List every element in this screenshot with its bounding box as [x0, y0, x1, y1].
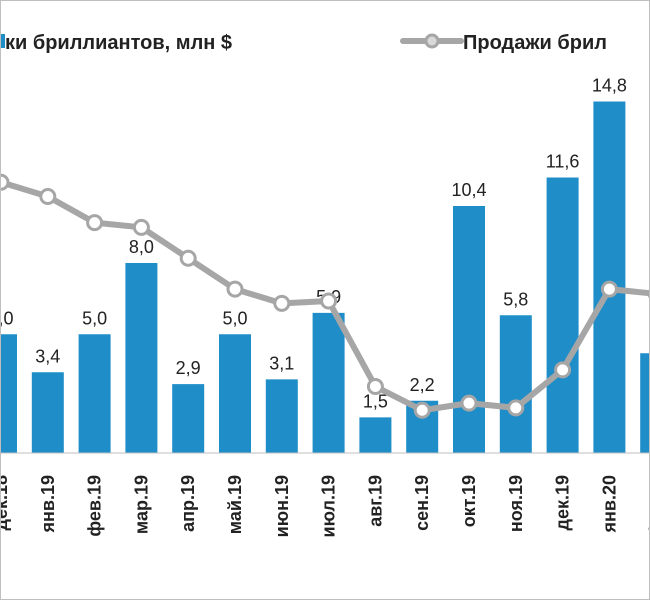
- line-series: [1, 173, 649, 419]
- x-tick-label: сен.19: [412, 475, 432, 531]
- x-tick-label: июн.19: [272, 475, 292, 537]
- bar-value-label: 5,8: [503, 289, 528, 309]
- line-point: [460, 394, 478, 412]
- bar: [172, 384, 205, 453]
- bar-value-labels: 5,03,45,08,02,95,03,15,91,52,210,45,811,…: [1, 76, 627, 412]
- x-tick-label: фев.20: [646, 475, 649, 537]
- x-tick-label: янв.19: [38, 475, 58, 533]
- x-tick-label: ноя.19: [506, 475, 526, 532]
- bar-value-label: 11,6: [546, 152, 580, 172]
- bar-value-label: 8,0: [129, 237, 154, 257]
- bar: [453, 206, 485, 453]
- bar-value-label: 5,0: [1, 308, 14, 328]
- legend-line-marker: [424, 33, 440, 49]
- bar: [125, 263, 158, 453]
- bar: [312, 312, 345, 453]
- x-tick-label: апр.19: [178, 475, 198, 532]
- x-tick-label: фев.19: [85, 475, 105, 537]
- line-point: [1, 173, 10, 191]
- line-point: [507, 399, 525, 417]
- bar-value-label: 5,0: [222, 308, 247, 328]
- bar: [546, 177, 579, 453]
- legend-bar-swatch: [1, 34, 5, 48]
- legend: ки бриллиантов, млн $ Продажи брил: [1, 32, 607, 54]
- bar-value-label: 14,8: [592, 76, 627, 96]
- x-tick-label: дек.19: [553, 475, 573, 530]
- bar-value-label: 3,1: [269, 353, 294, 373]
- x-tick-label: дек.18: [1, 475, 11, 530]
- x-tick-label: июл.19: [319, 475, 339, 537]
- bar-value-label: 5,0: [82, 308, 107, 328]
- x-tick-label: авг.19: [365, 475, 385, 527]
- bar-value-label: 2,2: [410, 375, 435, 395]
- line-point: [132, 218, 150, 236]
- line-point: [39, 188, 57, 205]
- line-point: [320, 292, 338, 310]
- bars: [1, 101, 649, 453]
- line-point: [366, 378, 384, 395]
- line-point: [554, 361, 572, 379]
- x-tick-label: янв.20: [599, 475, 619, 533]
- line-point: [413, 401, 431, 419]
- x-tick-label: май.19: [225, 475, 245, 534]
- line-point: [86, 214, 104, 232]
- x-tick-labels: дек.18 янв.19 фев.19 мар.19 апр.19 май.19 июн.…: [1, 475, 649, 537]
- line-point: [273, 294, 291, 312]
- line-point: [226, 280, 244, 298]
- bar: [640, 353, 649, 453]
- bar: [78, 334, 111, 453]
- line-point: [600, 280, 618, 298]
- bar: [265, 379, 298, 453]
- bar-value-label: 2,9: [176, 358, 201, 378]
- bar-value-label: 1,5: [363, 391, 388, 411]
- x-tick-label: мар.19: [131, 475, 151, 534]
- bar-value-label: 3,4: [35, 346, 60, 366]
- bar: [499, 315, 532, 453]
- line-point: [179, 249, 197, 267]
- bar-value-label: 10,4: [451, 180, 486, 200]
- bar: [593, 101, 626, 453]
- legend-bar-label: ки бриллиантов, млн $: [5, 32, 232, 54]
- bar: [359, 417, 392, 453]
- bar: [31, 372, 64, 453]
- bar: [1, 334, 17, 453]
- x-tick-label: окт.19: [459, 475, 479, 527]
- legend-line-label: Продажи брил: [463, 32, 607, 54]
- bar: [219, 334, 251, 453]
